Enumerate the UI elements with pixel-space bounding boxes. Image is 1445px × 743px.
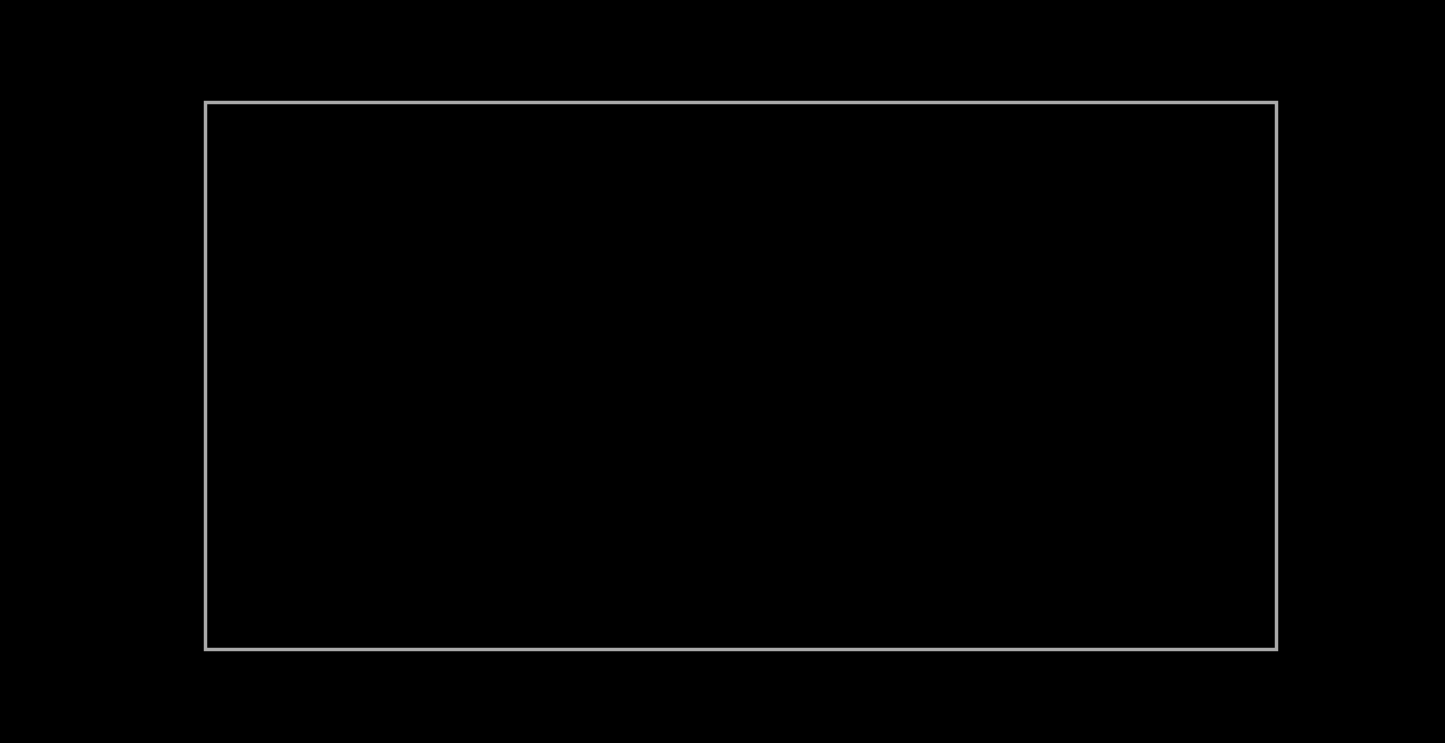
Text: 1800: 1800 [1000, 424, 1035, 438]
Text: 0.015: 0.015 [585, 369, 624, 382]
Bar [929, 464, 1105, 593]
Text: 3.99: 3.99 [1169, 322, 1199, 337]
Bar [929, 398, 1105, 464]
FancyBboxPatch shape [205, 102, 1276, 649]
Text: Complex polishing technique
involving polyrite: Complex polishing technique involving po… [712, 513, 915, 544]
Bar [1105, 593, 1263, 635]
Text: NANOSITAL: NANOSITAL [565, 190, 644, 203]
Text: Melting point, °C: Melting point, °C [230, 424, 347, 438]
Bar [699, 178, 929, 215]
Bar [699, 215, 929, 261]
Bar [1105, 178, 1263, 215]
Text: 1700 (crystalline structure
breakdown occurs at 570 °C): 1700 (crystalline structure breakdown oc… [712, 415, 915, 447]
Text: no: no [805, 607, 822, 621]
Text: 8: 8 [1013, 231, 1022, 245]
Bar [699, 593, 929, 635]
Bar [699, 261, 929, 307]
Text: CORUNDUM: CORUNDUM [1143, 190, 1225, 203]
Bar [218, 398, 512, 464]
Bar [1105, 261, 1263, 307]
Bar [699, 398, 929, 464]
Bar [929, 178, 1105, 215]
Bar [218, 352, 512, 398]
Text: Heat color stability (in lost-wax casting): Heat color stability (in lost-wax castin… [230, 607, 507, 621]
Bar [512, 352, 699, 398]
Text: yes: yes [1172, 607, 1196, 621]
Text: Can be readily
polished on a
diamond polishing
wheel 3/2: Can be readily polished on a diamond pol… [540, 495, 669, 562]
Text: 3.5 - 4: 3.5 - 4 [582, 322, 627, 337]
Bar [218, 307, 512, 352]
Text: PHYSICAL PROPERTIES: PHYSICAL PROPERTIES [230, 190, 390, 203]
Text: 0.018: 0.018 [1165, 369, 1204, 382]
Text: Mohs hardness scale: Mohs hardness scale [230, 231, 374, 245]
Bar [512, 178, 699, 215]
Text: 0.013: 0.013 [793, 369, 834, 382]
Text: 9: 9 [1179, 231, 1189, 245]
Text: Treatment problems: Treatment problems [230, 522, 370, 535]
Bar [1105, 464, 1263, 593]
Bar [1105, 215, 1263, 261]
Bar [1105, 307, 1263, 352]
Text: TOPAZ: TOPAZ [994, 190, 1040, 203]
Text: 7: 7 [601, 231, 610, 245]
Bar [699, 464, 929, 593]
Text: 1700: 1700 [587, 424, 623, 438]
Bar [218, 178, 512, 215]
Text: Dispersion (play of colors): Dispersion (play of colors) [230, 369, 412, 382]
Text: 1.62: 1.62 [1001, 276, 1033, 291]
Bar [512, 464, 699, 593]
Text: Very hard,
abrasives
wear out
quickly: Very hard, abrasives wear out quickly [1149, 495, 1220, 562]
Bar [512, 261, 699, 307]
Text: 2050: 2050 [1166, 424, 1202, 438]
Bar [699, 307, 929, 352]
Bar [929, 352, 1105, 398]
Text: 1.65 – 1.7: 1.65 – 1.7 [571, 276, 639, 291]
Text: Can be readily
polished on a
diamond
polishing wheel
3/2: Can be readily polished on a diamond pol… [964, 486, 1071, 571]
Bar [929, 215, 1105, 261]
Bar [512, 215, 699, 261]
Bar [218, 261, 512, 307]
Bar [218, 593, 512, 635]
Bar [218, 215, 512, 261]
Bar [1105, 398, 1263, 464]
Text: no: no [1009, 607, 1026, 621]
Text: Refractive index: Refractive index [230, 276, 342, 291]
Text: 3.56: 3.56 [1001, 322, 1033, 337]
Text: Comparison chart of physical and optical properties: Comparison chart of physical and optical… [354, 120, 1127, 146]
Text: yes: yes [592, 607, 617, 621]
Bar [218, 178, 1263, 635]
Text: 0.014: 0.014 [997, 369, 1038, 382]
Text: 7: 7 [809, 231, 818, 245]
Bar [512, 398, 699, 464]
Bar [929, 307, 1105, 352]
Bar [512, 593, 699, 635]
Bar [929, 261, 1105, 307]
Text: QUARTZ: QUARTZ [785, 190, 842, 203]
Text: 1.54: 1.54 [798, 276, 829, 291]
Bar [929, 593, 1105, 635]
Bar [218, 464, 512, 593]
Bar [512, 307, 699, 352]
Text: 2.65: 2.65 [798, 322, 829, 337]
Bar [1105, 352, 1263, 398]
Text: 1.76: 1.76 [1169, 276, 1199, 291]
Bar [699, 352, 929, 398]
Text: Specific gravity: Specific gravity [230, 322, 338, 337]
